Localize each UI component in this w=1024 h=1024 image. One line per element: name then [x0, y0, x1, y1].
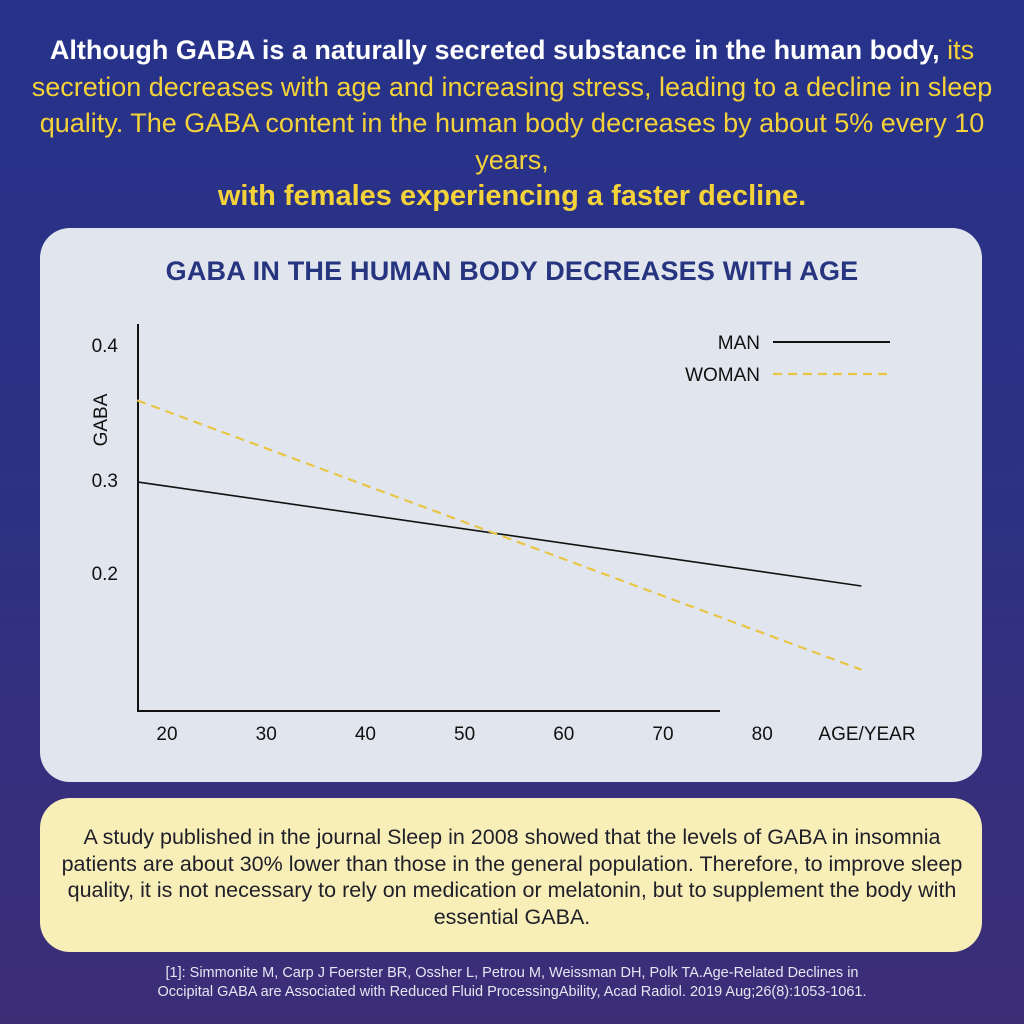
x-tick-label: 40 — [355, 724, 376, 745]
x-tick-label: 50 — [454, 724, 475, 745]
reference: [1]: Simmonite M, Carp J Foerster BR, Os… — [60, 964, 964, 1002]
headline-part1: Although GABA is a naturally secreted su… — [49, 35, 948, 65]
x-axis-label: AGE/YEAR — [818, 724, 915, 745]
headline: Although GABA is a naturally secreted su… — [20, 32, 1004, 215]
series-line-woman — [136, 399, 862, 671]
y-axis-label: GABA — [91, 393, 112, 446]
x-tick-label: 70 — [652, 724, 673, 745]
legend-label-woman: WOMAN — [685, 365, 760, 386]
x-tick-label: 60 — [553, 724, 574, 745]
study-note-text: A study published in the journal Sleep i… — [61, 825, 963, 929]
study-note-card — [40, 798, 982, 952]
y-tick-label: 0.3 — [92, 471, 118, 492]
legend-label-man: MAN — [718, 333, 760, 354]
y-tick-label: 0.2 — [92, 564, 118, 585]
x-tick-label: 20 — [156, 724, 177, 745]
chart-title: GABA IN THE HUMAN BODY DECREASES WITH AG… — [165, 256, 859, 286]
x-tick-label: 30 — [256, 724, 277, 745]
chart-card — [40, 228, 982, 782]
series-line-man — [137, 481, 862, 587]
reference-line2: Occipital GABA are Associated with Reduc… — [157, 984, 867, 1000]
headline-part3: with females experiencing a faster decli… — [217, 180, 807, 212]
y-tick-label: 0.4 — [92, 336, 119, 357]
reference-line1: [1]: Simmonite M, Carp J Foerster BR, Os… — [165, 965, 859, 981]
x-tick-label: 80 — [752, 724, 773, 745]
headline-part2: its secretion decreases with age and inc… — [31, 35, 993, 175]
